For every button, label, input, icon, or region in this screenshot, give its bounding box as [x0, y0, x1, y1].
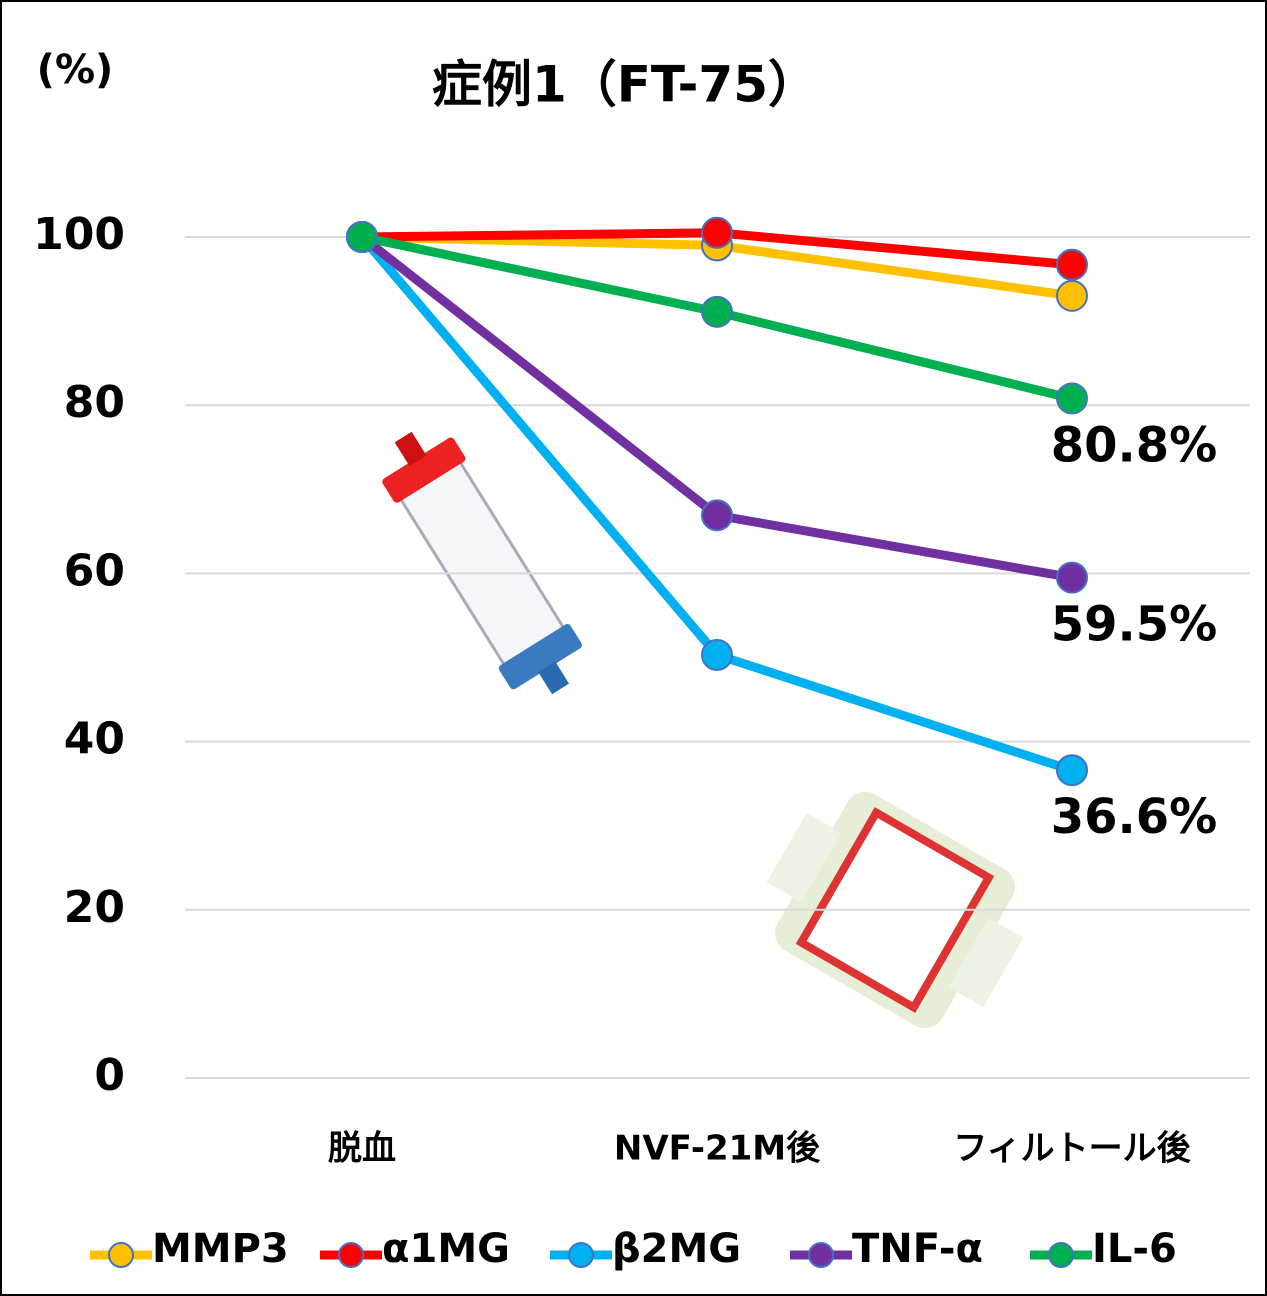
legend-marker [568, 1242, 594, 1268]
legend-label: TNF-α [852, 1226, 983, 1272]
y-tick-label: 20 [64, 882, 125, 933]
x-tick-label: フィルトール後 [953, 1129, 1191, 1169]
y-tick-label: 100 [33, 209, 125, 260]
data-label: 36.6% [1051, 789, 1218, 845]
legend-label: MMP3 [152, 1226, 289, 1272]
data-label: 59.5% [1051, 597, 1218, 653]
x-tick-label: 脱血 [328, 1129, 396, 1169]
legend-label: α1MG [382, 1226, 510, 1272]
y-tick-label: 60 [64, 545, 125, 596]
legend-label: β2MG [612, 1226, 741, 1272]
data-point [346, 221, 378, 253]
data-point [1056, 382, 1088, 415]
legend-marker [338, 1242, 364, 1268]
y-tick-label: 0 [94, 1050, 125, 1101]
y-tick-label: 40 [64, 714, 125, 765]
data-point [1056, 248, 1088, 281]
data-point [701, 499, 733, 532]
data-point [701, 216, 733, 249]
chart-title: 症例1（FT-75） [432, 56, 818, 114]
y-axis-label: (%) [37, 47, 114, 93]
data-label: 80.8% [1051, 417, 1218, 473]
filter-illustration [382, 431, 582, 695]
y-tick-label: 80 [64, 377, 125, 428]
data-point [1056, 561, 1088, 594]
legend-marker [808, 1242, 834, 1268]
data-point [701, 295, 733, 328]
data-point [701, 638, 733, 671]
data-point [1056, 279, 1088, 312]
legend-label: IL-6 [1092, 1226, 1177, 1272]
legend-marker [108, 1242, 134, 1268]
legend-marker [1048, 1242, 1074, 1268]
x-tick-label: NVF-21M後 [614, 1129, 821, 1169]
data-point [1056, 754, 1088, 787]
